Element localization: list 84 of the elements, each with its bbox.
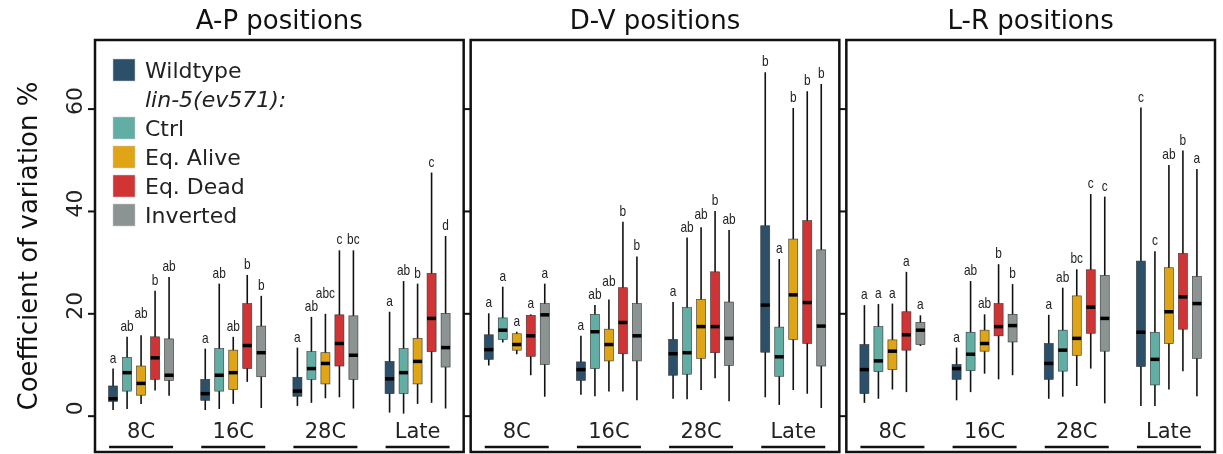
text: a [953, 328, 960, 345]
x-tick-label: 16C [212, 419, 254, 443]
legend-label: Ctrl [145, 116, 185, 141]
text: c [428, 153, 435, 170]
text: a [875, 285, 882, 302]
text: a [861, 286, 868, 303]
text: ab [694, 205, 708, 222]
text: a [109, 349, 117, 366]
text: b [817, 65, 825, 82]
text: a [917, 296, 924, 313]
text: a [527, 295, 535, 312]
text: ab [588, 286, 602, 303]
text: a [903, 252, 910, 270]
x-tick-label: 16C [963, 419, 1006, 443]
y-axis-title: Coefficient of variation % [13, 81, 43, 411]
text: a [1193, 150, 1201, 167]
text: ab [162, 258, 176, 275]
x-tick-label: Late [1146, 419, 1192, 443]
legend-title: lin-5(ev571): [145, 87, 287, 112]
text: a [541, 264, 549, 281]
text: c [1137, 88, 1144, 105]
chart-title: D-V positions [569, 5, 741, 35]
text: ab [226, 317, 240, 335]
text: ab [134, 304, 148, 322]
text: b [1009, 265, 1016, 282]
text: bc [347, 231, 360, 248]
text: ab [977, 295, 992, 312]
y-tick-label: 60 [62, 87, 88, 116]
y-tick-label: 0 [62, 401, 88, 416]
text: a [201, 329, 209, 346]
text: b [151, 271, 159, 289]
text: ab [722, 210, 736, 228]
x-tick-label: 28C [680, 419, 722, 443]
y-tick-label: 40 [62, 189, 88, 218]
x-tick-label: 28C [1056, 419, 1098, 443]
text: ab [602, 273, 616, 290]
text: b [243, 255, 251, 273]
text: ab [1162, 145, 1176, 163]
text: b [257, 276, 265, 294]
text: ab [680, 218, 694, 235]
text: ab [212, 264, 226, 281]
text: a [499, 267, 507, 284]
x-tick-label: 16C [588, 419, 630, 443]
text: b [619, 202, 627, 219]
legend-label: Eq. Alive [145, 145, 241, 170]
text: ab [396, 262, 411, 279]
x-tick-label: 8C [127, 419, 156, 443]
text: b [761, 53, 769, 70]
text: d [442, 217, 449, 234]
text: ab [1056, 268, 1070, 285]
chart-title: A-P positions [195, 5, 363, 35]
x-tick-label: 28C [304, 419, 347, 443]
text: a [577, 316, 585, 334]
text: b [1179, 131, 1187, 148]
text: b [789, 89, 797, 106]
text: a [513, 312, 521, 329]
x-tick-label: Late [394, 419, 441, 443]
text: a [386, 292, 393, 309]
chart-title: L-R positions [947, 5, 1114, 35]
x-tick-label: 8C [502, 419, 531, 443]
text: a [485, 294, 493, 311]
text: a [294, 328, 301, 345]
text: bc [1070, 250, 1084, 267]
text: b [633, 237, 641, 254]
text: b [995, 245, 1002, 262]
x-tick-label: Late [770, 419, 817, 443]
text: b [414, 264, 421, 281]
x-tick-label: 8C [878, 419, 907, 443]
y-tick-label: 20 [62, 291, 88, 320]
text: a [889, 284, 896, 301]
text: ab [963, 262, 978, 279]
legend-label: Wildtype [145, 58, 242, 83]
text: c [336, 231, 343, 248]
text: ab [120, 317, 134, 335]
text: a [775, 240, 783, 257]
text: a [1045, 295, 1053, 313]
text: a [669, 283, 677, 300]
text: c [1101, 177, 1108, 194]
text: b [711, 192, 719, 209]
text: b [803, 72, 811, 89]
legend-label: Inverted [145, 203, 238, 228]
text: c [1087, 175, 1094, 192]
legend-label: Eq. Dead [145, 174, 245, 199]
text: c [1151, 232, 1158, 249]
